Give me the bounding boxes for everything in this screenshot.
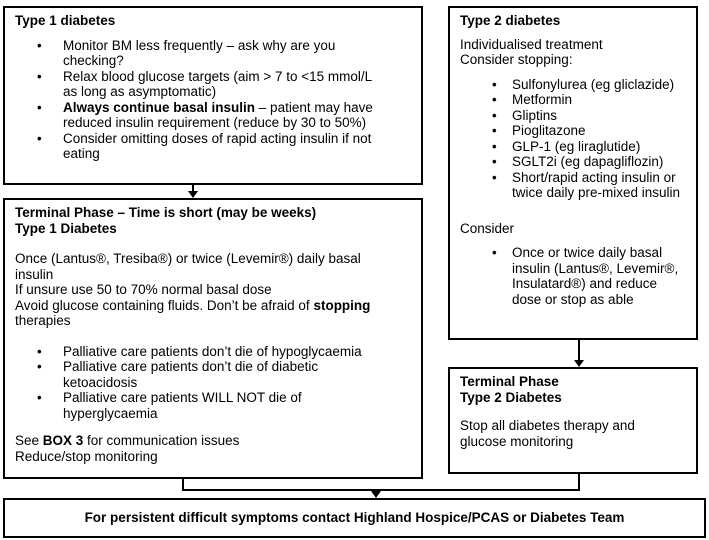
paragraph-text: See xyxy=(15,433,43,448)
bullet-text: – patient may have reduced insulin requi… xyxy=(63,99,373,131)
list-item: SGLT2i (eg dapagliflozin) xyxy=(460,154,686,170)
connector-terminal1-stub xyxy=(182,479,184,491)
type2-diabetes-box: Type 2 diabetes Individualised treatment… xyxy=(448,6,698,340)
contact-banner: For persistent difficult symptoms contac… xyxy=(3,498,706,538)
consider-label: Consider xyxy=(460,220,515,236)
terminal-phase-type2-box: Terminal Phase Type 2 Diabetes Stop all … xyxy=(448,367,698,474)
list-item: Metformin xyxy=(460,92,686,108)
bullet-text: Gliptins xyxy=(512,107,558,123)
connector-terminal2-stub xyxy=(578,474,580,491)
type2-intro: Individualised treatment Consider stoppi… xyxy=(460,36,603,68)
paragraph-bold-text: BOX 3 xyxy=(42,433,84,448)
bullet-text: Relax blood glucose targets (aim > 7 to … xyxy=(63,68,373,100)
basal-insulin-paragraph: Once (Lantus®, Tresiba®) or twice (Levem… xyxy=(15,251,361,282)
type2-stop-list: Sulfonylurea (eg gliclazide) Metformin G… xyxy=(460,77,686,201)
list-item: Sulfonylurea (eg gliclazide) xyxy=(460,77,686,93)
type2-diabetes-title: Type 2 diabetes xyxy=(460,13,561,28)
terminal-phase-type2-title: Terminal Phase Type 2 Diabetes xyxy=(460,374,562,405)
list-item: Monitor BM less frequently – ask why are… xyxy=(15,38,411,69)
bullet-bold-text: Always continue basal insulin xyxy=(63,99,256,115)
bullet-text: Palliative care patients don’t die of di… xyxy=(63,359,319,390)
see-box3-line: See BOX 3 for communication issues xyxy=(15,433,411,449)
reduce-monitoring-line: Reduce/stop monitoring xyxy=(15,448,158,464)
bullet-text: Pioglitazone xyxy=(512,123,586,138)
type1-bullet-list: Monitor BM less frequently – ask why are… xyxy=(15,38,411,162)
bullet-text: Short/rapid acting insulin or twice dail… xyxy=(512,169,681,201)
bullet-text: Monitor BM less frequently – ask why are… xyxy=(63,37,336,69)
list-item: Gliptins xyxy=(460,108,686,124)
type1-diabetes-box: Type 1 diabetes Monitor BM less frequent… xyxy=(3,6,423,185)
bullet-text: GLP-1 (eg liraglutide) xyxy=(512,138,641,154)
type2-consider-list: Once or twice daily basal insulin (Lantu… xyxy=(460,245,686,307)
arrow-down-icon xyxy=(188,191,198,198)
terminal2-body: Stop all diabetes therapy and glucose mo… xyxy=(460,418,635,449)
list-item: Pioglitazone xyxy=(460,123,686,139)
arrow-type2-to-terminal-line xyxy=(578,340,580,361)
bullet-text: Sulfonylurea (eg gliclazide) xyxy=(512,76,675,92)
paragraph-bold-text: stopping xyxy=(313,297,371,313)
paragraph-text: therapies xyxy=(15,313,71,328)
terminal-phase-type1-box: Terminal Phase – Time is short (may be w… xyxy=(3,198,423,479)
bullet-text: Consider omitting doses of rapid acting … xyxy=(63,130,372,162)
terminal1-bullet-list: Palliative care patients don’t die of hy… xyxy=(15,344,411,422)
terminal-phase-type1-title: Terminal Phase – Time is short (may be w… xyxy=(15,205,317,236)
connector-merge-line xyxy=(182,489,580,491)
bullet-text: Palliative care patients WILL NOT die of… xyxy=(63,390,302,421)
basal-dose-paragraph: If unsure use 50 to 70% normal basal dos… xyxy=(15,282,272,297)
list-item: Palliative care patients don’t die of di… xyxy=(15,359,411,390)
arrow-type1-to-terminal-line xyxy=(192,185,194,192)
list-item: Relax blood glucose targets (aim > 7 to … xyxy=(15,69,411,100)
list-item: Palliative care patients WILL NOT die of… xyxy=(15,390,411,421)
avoid-fluids-paragraph: Avoid glucose containing fluids. Don’t b… xyxy=(15,298,411,329)
bullet-text: Metformin xyxy=(512,92,573,107)
list-item: Once or twice daily basal insulin (Lantu… xyxy=(460,245,686,307)
arrow-down-icon xyxy=(574,360,584,367)
list-item: Always continue basal insulin – patient … xyxy=(15,100,411,131)
paragraph-text: for communication issues xyxy=(83,433,240,448)
list-item: Consider omitting doses of rapid acting … xyxy=(15,131,411,162)
bullet-text: Once or twice daily basal insulin (Lantu… xyxy=(512,245,679,307)
paragraph-text: Avoid glucose containing fluids. Don’t b… xyxy=(15,297,314,313)
bullet-text: Palliative care patients don’t die of hy… xyxy=(63,343,362,359)
bullet-text: SGLT2i (eg dapagliflozin) xyxy=(512,154,664,169)
arrow-down-icon xyxy=(371,491,381,498)
list-item: Palliative care patients don’t die of hy… xyxy=(15,344,411,360)
contact-banner-text: For persistent difficult symptoms contac… xyxy=(84,510,625,526)
list-item: Short/rapid acting insulin or twice dail… xyxy=(460,170,686,201)
list-item: GLP-1 (eg liraglutide) xyxy=(460,139,686,155)
type1-diabetes-title: Type 1 diabetes xyxy=(15,13,116,28)
